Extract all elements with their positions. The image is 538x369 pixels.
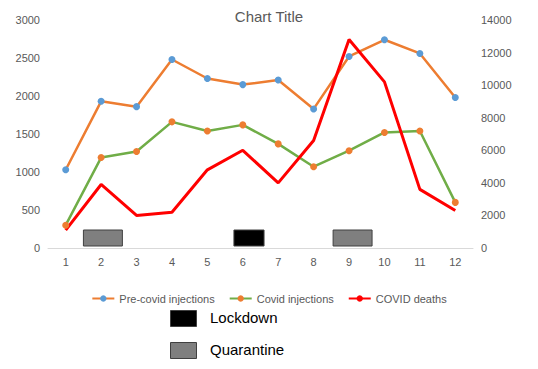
svg-text:0: 0 xyxy=(481,242,487,254)
svg-text:4: 4 xyxy=(169,256,175,268)
svg-text:2000: 2000 xyxy=(481,209,505,221)
svg-text:Covid injections: Covid injections xyxy=(257,293,335,305)
svg-text:Pre-covid injections: Pre-covid injections xyxy=(119,293,215,305)
svg-text:8000: 8000 xyxy=(481,112,505,124)
svg-text:14000: 14000 xyxy=(481,14,512,26)
svg-text:11: 11 xyxy=(414,256,425,268)
svg-text:1500: 1500 xyxy=(16,128,40,140)
svg-text:12000: 12000 xyxy=(481,47,512,59)
svg-text:1: 1 xyxy=(63,256,69,268)
svg-text:Quarantine: Quarantine xyxy=(210,341,284,358)
svg-text:1000: 1000 xyxy=(16,166,40,178)
svg-text:7: 7 xyxy=(275,256,281,268)
svg-text:2: 2 xyxy=(98,256,104,268)
svg-text:3000: 3000 xyxy=(16,14,40,26)
svg-text:Lockdown: Lockdown xyxy=(210,309,278,326)
svg-text:COVID deaths: COVID deaths xyxy=(376,293,447,305)
svg-text:5: 5 xyxy=(204,256,210,268)
svg-text:10000: 10000 xyxy=(481,79,512,91)
svg-text:500: 500 xyxy=(22,204,40,216)
svg-text:8: 8 xyxy=(311,256,317,268)
svg-text:9: 9 xyxy=(346,256,352,268)
svg-text:2500: 2500 xyxy=(16,52,40,64)
svg-text:2000: 2000 xyxy=(16,90,40,102)
svg-text:6: 6 xyxy=(240,256,246,268)
svg-text:0: 0 xyxy=(34,242,40,254)
svg-text:4000: 4000 xyxy=(481,177,505,189)
svg-text:6000: 6000 xyxy=(481,144,505,156)
svg-text:Chart Title: Chart Title xyxy=(235,8,303,25)
svg-text:10: 10 xyxy=(378,256,390,268)
svg-text:12: 12 xyxy=(449,256,461,268)
svg-text:3: 3 xyxy=(133,256,139,268)
